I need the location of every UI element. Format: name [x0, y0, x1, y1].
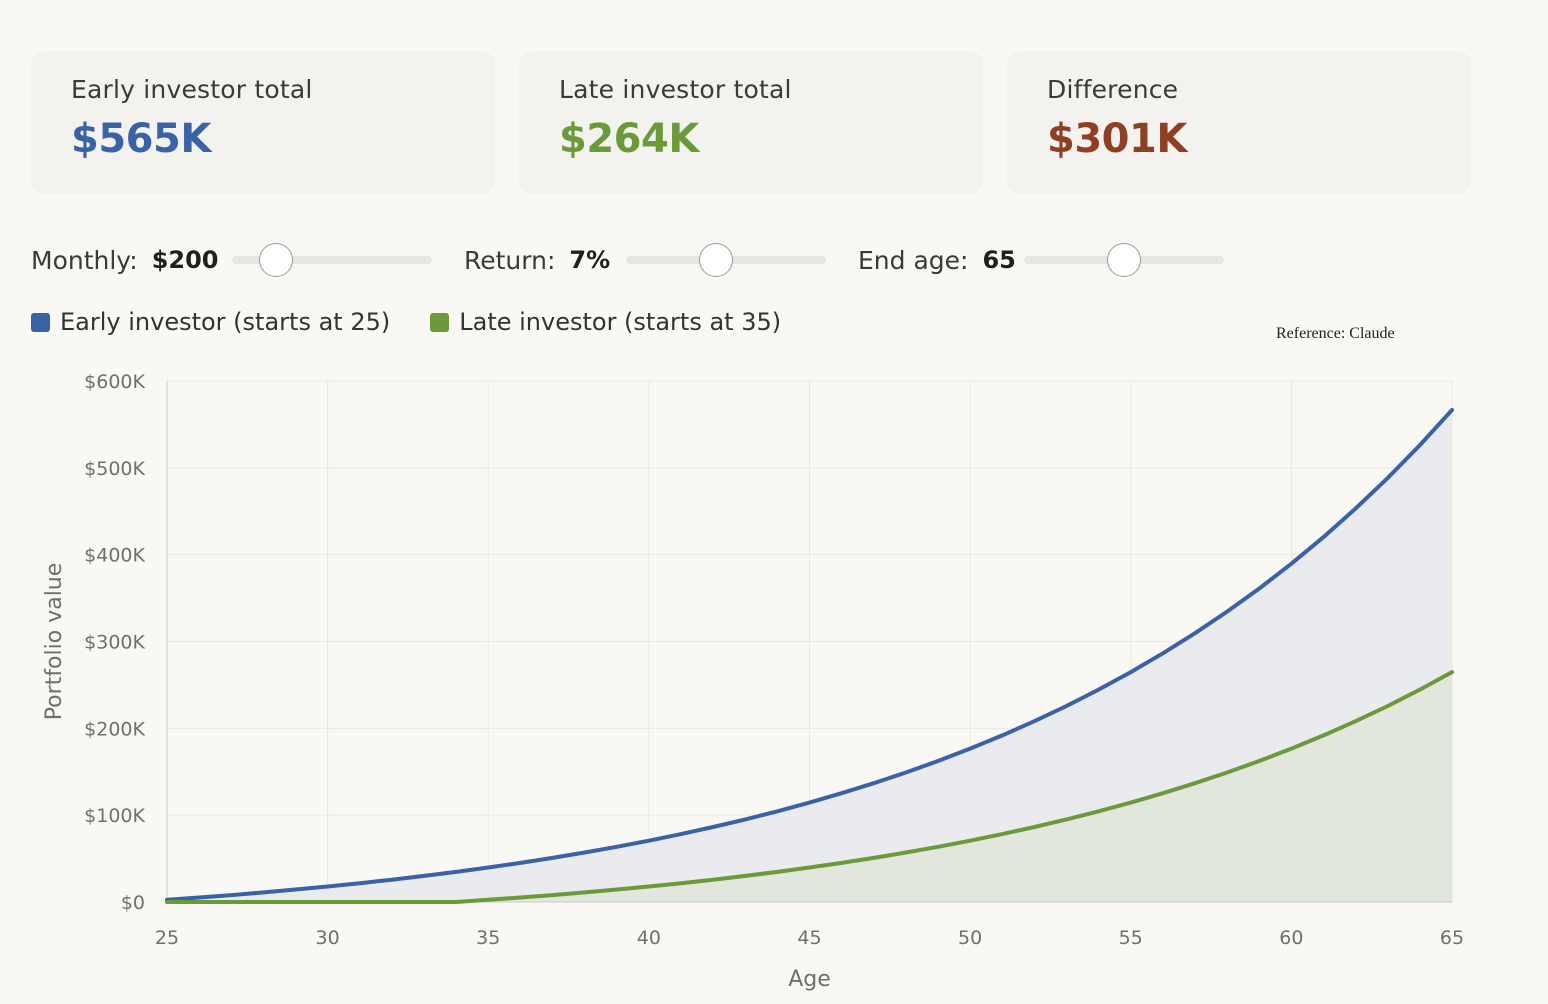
- early-total-value: $565K: [71, 116, 211, 162]
- x-tick-label: 25: [155, 927, 179, 949]
- y-tick-label: $500K: [84, 458, 145, 480]
- monthly-slider[interactable]: [232, 240, 432, 280]
- controls-row: Monthly: $200 Return: 7% End age: 65: [31, 240, 1331, 280]
- late-total-value: $264K: [559, 116, 699, 162]
- legend-label-late: Late investor (starts at 35): [459, 308, 782, 336]
- legend-item-late: Late investor (starts at 35): [430, 308, 781, 336]
- x-tick-label: 30: [316, 927, 340, 949]
- return-slider-thumb[interactable]: [699, 243, 733, 277]
- x-tick-label: 65: [1440, 927, 1464, 949]
- early-total-label: Early investor total: [71, 75, 313, 104]
- legend-swatch-early: [31, 312, 50, 332]
- y-tick-label: $200K: [84, 718, 145, 740]
- y-axis-title: Portfolio value: [42, 563, 67, 721]
- monthly-slider-thumb[interactable]: [259, 243, 293, 277]
- legend-swatch-late: [430, 312, 450, 332]
- x-tick-label: 40: [637, 927, 661, 949]
- end-age-value: 65: [982, 246, 1016, 274]
- return-slider[interactable]: [626, 240, 826, 280]
- end-age-control: End age: 65: [858, 240, 1016, 280]
- late-total-label: Late investor total: [559, 75, 792, 104]
- legend-label-early: Early investor (starts at 25): [60, 308, 391, 336]
- series-line-1: [165, 670, 1454, 904]
- monthly-control: Monthly: $200: [31, 240, 219, 280]
- series-area-0: [167, 410, 1452, 902]
- late-total-card: Late investor total $264K: [519, 51, 983, 194]
- y-tick-label: $100K: [84, 805, 145, 827]
- legend-item-early: Early investor (starts at 25): [31, 308, 390, 336]
- return-control: Return: 7%: [464, 240, 610, 280]
- monthly-label: Monthly:: [31, 245, 138, 275]
- end-age-slider-thumb[interactable]: [1107, 243, 1141, 277]
- y-tick-label: $300K: [84, 632, 145, 654]
- series-area-1: [167, 672, 1452, 902]
- difference-card: Difference $301K: [1007, 51, 1471, 194]
- difference-value: $301K: [1047, 116, 1187, 162]
- y-tick-label: $400K: [84, 545, 145, 567]
- x-tick-label: 35: [476, 927, 500, 949]
- end-age-label: End age:: [858, 245, 969, 275]
- early-total-card: Early investor total $565K: [31, 51, 495, 194]
- summary-cards: Early investor total $565K Late investor…: [31, 51, 1471, 194]
- y-tick-label: $0: [121, 892, 145, 914]
- x-tick-label: 55: [1119, 927, 1143, 949]
- end-age-slider[interactable]: [1024, 240, 1224, 280]
- chart-legend: Early investor (starts at 25) Late inves…: [31, 308, 821, 336]
- x-tick-label: 45: [797, 927, 821, 949]
- x-tick-label: 60: [1279, 927, 1303, 949]
- monthly-value: $200: [151, 246, 219, 274]
- reference-note: Reference: Claude: [1276, 325, 1395, 342]
- monthly-slider-track[interactable]: [232, 256, 432, 264]
- series-line-0: [165, 408, 1454, 902]
- return-value: 7%: [569, 246, 611, 274]
- x-tick-label: 50: [958, 927, 982, 949]
- y-tick-label: $600K: [84, 371, 145, 393]
- return-label: Return:: [464, 245, 556, 275]
- x-axis-title: Age: [788, 967, 831, 992]
- difference-label: Difference: [1047, 75, 1179, 104]
